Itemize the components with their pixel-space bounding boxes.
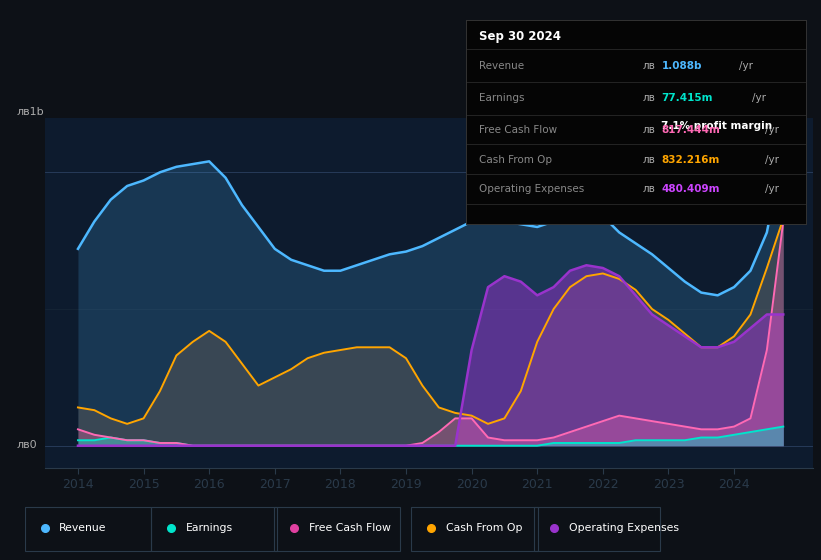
Text: Earnings: Earnings (479, 94, 525, 103)
Text: 832.216m: 832.216m (662, 155, 720, 165)
Text: 77.415m: 77.415m (662, 94, 713, 103)
Text: лв0: лв0 (16, 440, 37, 450)
Text: /yr: /yr (765, 184, 779, 194)
Text: Cash From Op: Cash From Op (479, 155, 553, 165)
Text: Free Cash Flow: Free Cash Flow (309, 523, 391, 533)
Text: /yr: /yr (739, 60, 753, 71)
Text: Operating Expenses: Operating Expenses (479, 184, 585, 194)
Text: лв1b: лв1b (16, 107, 44, 117)
Text: Revenue: Revenue (479, 60, 525, 71)
Text: Free Cash Flow: Free Cash Flow (479, 125, 557, 135)
Text: Cash From Op: Cash From Op (446, 523, 522, 533)
Text: Earnings: Earnings (186, 523, 233, 533)
Text: /yr: /yr (765, 155, 779, 165)
Text: лв: лв (643, 155, 655, 165)
Text: лв: лв (643, 125, 655, 135)
Text: 480.409m: 480.409m (662, 184, 720, 194)
Text: /yr: /yr (765, 125, 779, 135)
Text: Sep 30 2024: Sep 30 2024 (479, 30, 561, 44)
Text: лв: лв (643, 60, 655, 71)
Text: лв: лв (643, 94, 655, 103)
Text: Revenue: Revenue (59, 523, 107, 533)
Text: 817.444m: 817.444m (662, 125, 720, 135)
Text: 7.1% profit margin: 7.1% profit margin (662, 121, 773, 131)
Text: 1.088b: 1.088b (662, 60, 702, 71)
Text: /yr: /yr (752, 94, 766, 103)
Text: лв: лв (643, 184, 655, 194)
Text: Operating Expenses: Operating Expenses (569, 523, 679, 533)
